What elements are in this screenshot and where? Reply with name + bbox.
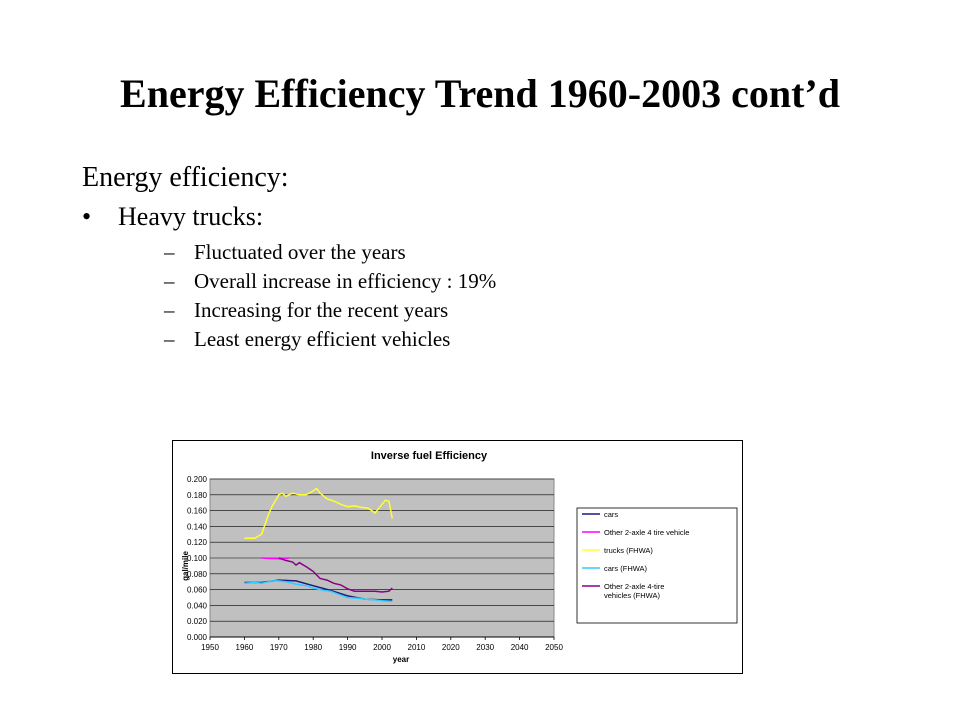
series-line	[261, 557, 290, 560]
inverse-fuel-efficiency-chart: Inverse fuel Efficiency gal/mile year 0.…	[181, 450, 738, 664]
series-line	[244, 487, 394, 540]
legend-label-line: Other 2-axle 4 tire vehicle	[604, 528, 689, 537]
legend-label: trucks (FHWA)	[604, 546, 653, 555]
sub-bullet: – Least energy efficient vehicles	[164, 325, 496, 354]
intro-text: Energy efficiency:	[82, 162, 289, 193]
y-tick-label: 0.100	[187, 554, 208, 563]
legend-label: cars (FHWA)	[604, 564, 648, 573]
legend-label-line: Other 2-axle 4-tire	[604, 582, 664, 591]
plot-area: 0.000 0.020 0.040 0.060 0.080 0.100 0.120 0.140…	[187, 475, 563, 652]
x-tick-label: 2000	[373, 643, 391, 652]
sub-bullet-text: Fluctuated over the years	[194, 240, 406, 264]
chart-frame: Inverse fuel Efficiency gal/mile year 0.…	[172, 440, 743, 674]
sub-bullet: – Overall increase in efficiency : 19%	[164, 267, 496, 296]
sub-bullet: – Fluctuated over the years	[164, 238, 496, 267]
legend: cars Other 2-axle 4 tire vehicle trucks (F…	[576, 507, 738, 624]
legend-label-line: cars (FHWA)	[604, 564, 648, 573]
y-tick-label: 0.080	[187, 570, 208, 579]
sub-bullet-text: Increasing for the recent years	[194, 298, 449, 322]
bullet-marker: •	[82, 202, 92, 231]
legend-label: cars	[604, 510, 618, 519]
sub-bullet-text: Least energy efficient vehicles	[194, 327, 451, 351]
y-tick-label: 0.140	[187, 522, 208, 531]
legend-label: Other 2-axle 4-tire vehicles (FHWA)	[604, 582, 664, 600]
sub-bullet-marker: –	[164, 327, 175, 351]
legend-box	[576, 507, 738, 624]
sub-bullet-marker: –	[164, 298, 175, 322]
sub-bullet-text: Overall increase in efficiency : 19%	[194, 269, 497, 293]
bullet-heavy-trucks: • Heavy trucks: – Fluctuated over the yea…	[82, 202, 496, 354]
x-tick-label: 1950	[201, 643, 219, 652]
legend-label-line: cars	[604, 510, 618, 519]
series-line	[278, 557, 393, 593]
x-axis-label: year	[393, 655, 409, 664]
sub-bullet-marker: –	[164, 240, 175, 264]
bullet-label: Heavy trucks:	[118, 202, 264, 231]
legend-label-line: trucks (FHWA)	[604, 546, 653, 555]
x-tick-label: 1960	[236, 643, 254, 652]
x-tick-label: 1980	[304, 643, 322, 652]
x-tick-label: 2010	[408, 643, 426, 652]
chart-title: Inverse fuel Efficiency	[371, 450, 488, 462]
series-line	[244, 580, 393, 603]
slide-title: Energy Efficiency Trend 1960-2003 cont’d	[120, 71, 840, 116]
y-axis-label: gal/mile	[181, 551, 190, 581]
bullet-list: • Heavy trucks: – Fluctuated over the yea…	[82, 202, 496, 354]
legend-label-line: vehicles (FHWA)	[604, 591, 660, 600]
y-tick-label: 0.180	[187, 491, 208, 500]
y-tick-label: 0.200	[187, 475, 208, 484]
y-tick-label: 0.160	[187, 507, 208, 516]
x-tick-label: 2040	[511, 643, 529, 652]
y-tick-label: 0.120	[187, 538, 208, 547]
y-tick-label: 0.040	[187, 601, 208, 610]
y-tick-label: 0.000	[187, 633, 208, 642]
sub-bullet-list: – Fluctuated over the years – Overall incr…	[164, 238, 496, 354]
x-tick-label: 2050	[545, 643, 563, 652]
x-tick-label: 2020	[442, 643, 460, 652]
sub-bullet: – Increasing for the recent years	[164, 296, 496, 325]
x-tick-label: 2030	[476, 643, 494, 652]
y-tick-label: 0.020	[187, 617, 208, 626]
x-tick-label: 1970	[270, 643, 288, 652]
sub-bullet-marker: –	[164, 269, 175, 293]
x-tick-label: 1990	[339, 643, 357, 652]
legend-label: Other 2-axle 4 tire vehicle	[604, 528, 689, 537]
y-tick-label: 0.060	[187, 586, 208, 595]
